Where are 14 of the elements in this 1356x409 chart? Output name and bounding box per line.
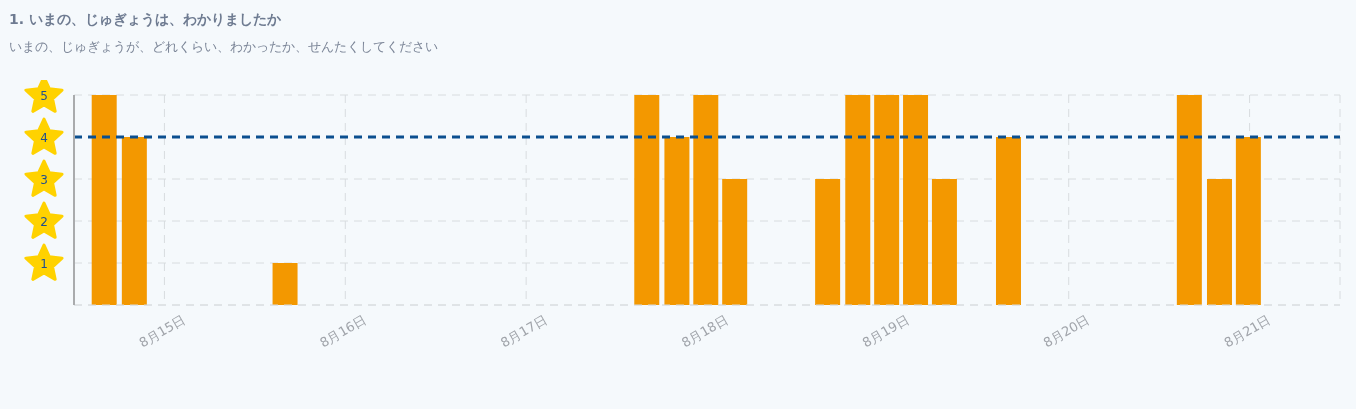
- x-tick-label: 8月19日: [859, 311, 912, 351]
- y-tick-label: 2: [40, 215, 48, 229]
- y-tick-label: 3: [40, 173, 48, 187]
- x-tick-label: 8月20日: [1040, 311, 1093, 351]
- chart-subtitle: いまの、じゅぎょうが、どれくらい、わかったか、せんたくしてください: [9, 38, 438, 56]
- x-tick-label: 8月15日: [136, 311, 188, 351]
- chart-title: 1. いまの、じゅぎょうは、わかりましたか: [9, 11, 281, 29]
- x-tick-label: 8月21日: [1221, 311, 1274, 351]
- x-tick-label: 8月18日: [678, 311, 731, 351]
- y-tick-label: 1: [40, 257, 48, 271]
- y-tick-label: 5: [40, 89, 48, 103]
- x-tick-label: 8月17日: [498, 311, 550, 351]
- x-tick-label: 8月16日: [317, 311, 369, 351]
- y-tick-label: 4: [40, 131, 48, 145]
